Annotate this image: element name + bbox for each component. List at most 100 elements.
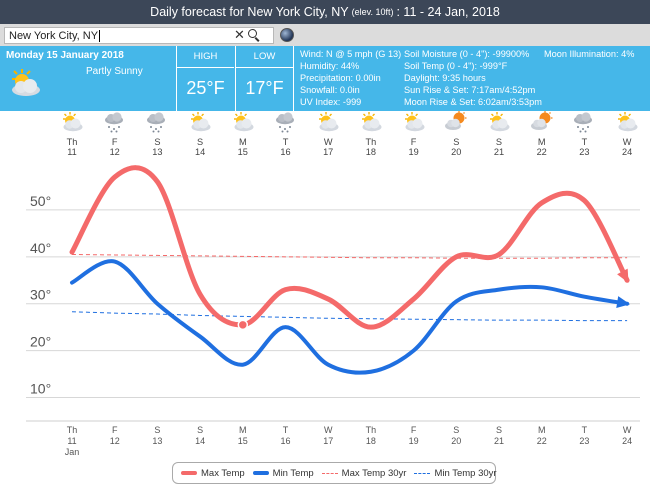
forecast-day-date: 23	[579, 147, 590, 157]
forecast-day-date: 11	[67, 147, 77, 157]
x-tick-date: 19	[409, 436, 419, 446]
search-row: New York City, NY ✕	[0, 24, 650, 46]
forecast-day[interactable]: T 16	[271, 111, 301, 158]
forecast-day[interactable]: S 14	[185, 111, 215, 158]
forecast-day[interactable]: F 12	[100, 111, 130, 158]
x-tick-date: 12	[110, 436, 120, 446]
moon-rise-set-stat: Moon Rise & Set: 6:02am/3:53pm	[404, 97, 542, 107]
x-tick-date: 24	[622, 436, 632, 446]
y-tick-label: 40°	[30, 240, 51, 256]
x-tick-dow: W	[324, 425, 333, 435]
high-temp-box: HIGH 25°F	[176, 46, 234, 111]
high-label: HIGH	[177, 46, 234, 68]
legend-swatch	[181, 471, 197, 475]
legend-swatch	[414, 472, 431, 474]
forecast-day-name: W	[323, 137, 333, 147]
title-bar: Daily forecast for New York City, NY (el…	[0, 0, 650, 24]
low-value: 17°F	[245, 78, 284, 98]
x-tick-dow: M	[239, 425, 247, 435]
x-tick-date: 20	[451, 436, 461, 446]
page-title: Daily forecast for New York City, NY	[150, 5, 349, 19]
legend-swatch	[321, 472, 338, 474]
legend-item-min-temp[interactable]: Min Temp	[252, 467, 314, 479]
x-tick-date: 22	[537, 436, 547, 446]
x-month-label: Jan	[65, 447, 80, 457]
wind-stat: Wind: N @ 5 mph (G 13)	[300, 49, 402, 59]
forecast-day-name: M	[238, 137, 247, 147]
partly-sunny-icon	[57, 111, 87, 133]
x-tick-dow: W	[623, 425, 632, 435]
forecast-day-date: 22	[536, 147, 547, 157]
series-min-temp-line	[70, 259, 630, 375]
soil-temp-stat: Soil Temp (0 - 4"): -999°F	[404, 61, 508, 71]
legend-label: Min Temp	[272, 467, 314, 479]
forecast-day-date: 18	[365, 147, 376, 157]
forecast-day-name: S	[197, 137, 204, 147]
sun-rise-set-stat: Sun Rise & Set: 7:17am/4:52pm	[404, 85, 536, 95]
search-value: New York City, NY	[9, 29, 99, 42]
forecast-day-date: 13	[152, 147, 163, 157]
forecast-day-date: 16	[280, 147, 291, 157]
x-tick-dow: S	[197, 425, 203, 435]
forecast-day[interactable]: S 13	[142, 111, 172, 158]
forecast-day[interactable]: T 23	[569, 111, 599, 158]
forecast-day-date: 17	[323, 147, 334, 157]
x-tick-date: 11	[67, 436, 76, 446]
chart-grid	[26, 209, 640, 422]
forecast-days-strip: Th 11 F 12 S 13 S 14 M 15 T 16 W 17 Th 18 F 19 S 20 S 21 M 22 T 2…	[0, 111, 650, 163]
location-search-input[interactable]: New York City, NY	[4, 27, 274, 44]
x-tick-date: 16	[280, 436, 290, 446]
forecast-day[interactable]: W 24	[612, 111, 642, 158]
x-tick-dow: S	[154, 425, 160, 435]
forecast-day[interactable]: W 17	[313, 111, 343, 158]
forecast-day[interactable]: Th 18	[356, 111, 386, 158]
min-temp-arrowhead	[616, 296, 631, 309]
chart-series	[69, 165, 631, 375]
partly-sunny-icon	[484, 111, 514, 133]
current-condition: Partly Sunny	[86, 66, 143, 77]
clear-icon[interactable]: ✕	[234, 27, 245, 42]
partly-sunny-icon	[228, 111, 258, 133]
x-tick-dow: Th	[366, 425, 377, 435]
daylight-stat: Daylight: 9:35 hours	[404, 73, 486, 83]
forecast-day-name: T	[282, 137, 289, 147]
snowfall-stat: Snowfall: 0.0in	[300, 85, 360, 95]
forecast-day[interactable]: M 15	[228, 111, 258, 158]
series-max-temp-line	[69, 165, 630, 330]
x-tick-date: 14	[195, 436, 205, 446]
y-tick-label: 50°	[30, 193, 51, 209]
legend-label: Max Temp	[201, 467, 245, 479]
forecast-day[interactable]: M 22	[527, 111, 557, 158]
partly-sunny-icon	[612, 111, 642, 133]
x-tick-dow: F	[411, 425, 417, 435]
legend-item-max-temp[interactable]: Max Temp	[181, 468, 245, 479]
globe-icon[interactable]	[280, 28, 294, 42]
x-tick-date: 15	[238, 436, 248, 446]
forecast-day-date: 21	[493, 147, 505, 157]
current-day-marker	[237, 319, 249, 331]
x-tick-date: 17	[323, 436, 333, 446]
legend-item-min-temp-30yr[interactable]: Min Temp 30yr	[414, 468, 497, 479]
legend-label: Max Temp 30yr	[341, 467, 407, 479]
sun-cloud-icon	[527, 111, 557, 133]
y-tick-label: 30°	[30, 287, 51, 303]
x-tick-dow: S	[496, 425, 502, 435]
forecast-day[interactable]: S 21	[484, 111, 514, 158]
partly-sunny-icon	[8, 68, 42, 100]
forecast-day-name: S	[495, 137, 503, 147]
forecast-day-name: M	[537, 137, 546, 147]
chart-legend: Max Temp Min Temp Max Temp 30yr Min Temp…	[172, 462, 497, 484]
snow-cloud-icon	[100, 111, 130, 133]
partly-sunny-icon	[356, 111, 386, 133]
forecast-day-date: 14	[194, 147, 206, 157]
low-label: LOW	[236, 46, 293, 68]
forecast-day[interactable]: F 19	[399, 111, 429, 158]
uv-index-stat: UV Index: -999	[300, 97, 362, 107]
search-icon[interactable]	[248, 29, 257, 38]
forecast-day[interactable]: S 20	[441, 111, 471, 158]
legend-item-max-temp-30yr[interactable]: Max Temp 30yr	[321, 467, 407, 479]
forecast-day[interactable]: Th 11	[57, 111, 87, 158]
x-tick-dow: T	[582, 425, 588, 435]
forecast-day-date: 20	[451, 147, 462, 157]
